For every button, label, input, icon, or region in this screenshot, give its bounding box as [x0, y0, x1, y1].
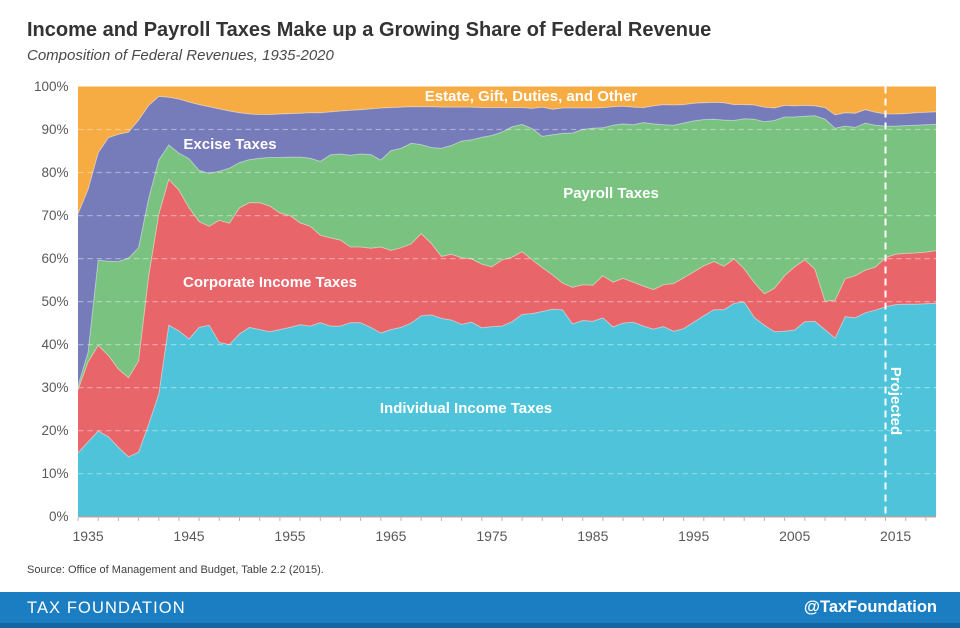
svg-text:1995: 1995: [678, 528, 709, 544]
svg-text:1975: 1975: [476, 528, 507, 544]
svg-text:Payroll Taxes: Payroll Taxes: [563, 185, 659, 202]
svg-text:Estate, Gift, Duties, and Othe: Estate, Gift, Duties, and Other: [425, 88, 638, 105]
svg-text:1965: 1965: [375, 528, 406, 544]
svg-text:Individual Income Taxes: Individual Income Taxes: [380, 400, 552, 417]
svg-text:2005: 2005: [779, 528, 810, 544]
svg-text:100%: 100%: [34, 79, 69, 94]
svg-text:60%: 60%: [41, 251, 68, 266]
svg-text:Excise Taxes: Excise Taxes: [183, 136, 276, 153]
svg-text:1935: 1935: [73, 528, 104, 544]
svg-text:80%: 80%: [41, 165, 68, 180]
svg-text:10%: 10%: [41, 466, 68, 481]
svg-text:1985: 1985: [577, 528, 608, 544]
svg-text:Projected: Projected: [887, 367, 904, 435]
svg-text:0%: 0%: [49, 509, 69, 524]
svg-text:1945: 1945: [173, 528, 204, 544]
svg-text:40%: 40%: [41, 337, 68, 352]
svg-text:20%: 20%: [41, 423, 68, 438]
svg-text:50%: 50%: [41, 294, 68, 309]
svg-text:70%: 70%: [41, 208, 68, 223]
svg-text:2015: 2015: [880, 528, 911, 544]
svg-text:Corporate Income Taxes: Corporate Income Taxes: [183, 274, 357, 291]
svg-text:1955: 1955: [274, 528, 305, 544]
svg-text:30%: 30%: [41, 380, 68, 395]
svg-text:90%: 90%: [41, 122, 68, 137]
